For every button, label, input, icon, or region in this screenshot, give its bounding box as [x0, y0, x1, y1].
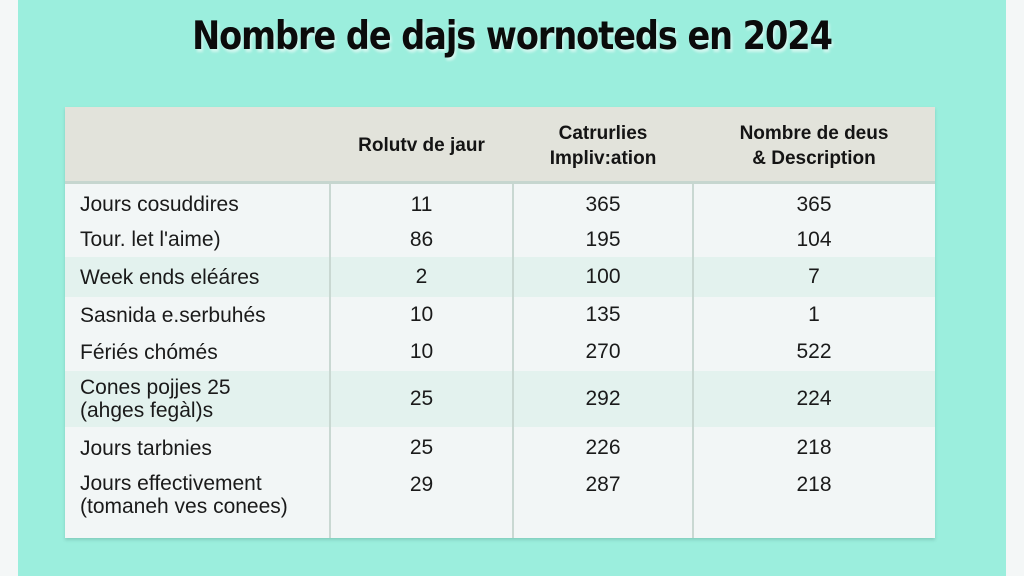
- row-label: Jours effectivement (tomaneh ves conees): [80, 472, 288, 518]
- cell-c3: 1: [808, 303, 820, 326]
- table-row: Jours tarbnies 25 226 218: [65, 429, 935, 467]
- cell-c2: 292: [585, 387, 621, 410]
- header-cell-label: [65, 107, 330, 184]
- row-label: Sasnida e.serbuhés: [80, 303, 266, 327]
- cell-c3: 224: [796, 387, 832, 410]
- table-row: Cones pojjes 25 (ahges fegàl)s 25 292 22…: [65, 371, 935, 427]
- table-row: Jours cosuddires 11 365 365: [65, 187, 935, 222]
- cell-c3: 218: [796, 473, 832, 496]
- table-header: Rolutv de jaur Catrurlies Impliv:ation N…: [65, 107, 935, 184]
- cell-c1: 25: [409, 387, 434, 410]
- data-table: Rolutv de jaur Catrurlies Impliv:ation N…: [65, 107, 935, 538]
- row-label: Jours cosuddires: [80, 193, 239, 216]
- row-label: Fériés chómés: [80, 340, 218, 364]
- header-cell-catrurlies: Catrurlies Impliv:ation: [513, 107, 693, 184]
- table-row: Jours effectivement (tomaneh ves conees)…: [65, 467, 935, 518]
- cell-c1: 29: [409, 473, 434, 496]
- page-title: Nombre de dajs wornoteds en 2024: [192, 14, 833, 59]
- cell-c3: 522: [796, 340, 832, 363]
- table-row: Sasnida e.serbuhés 10 135 1: [65, 297, 935, 333]
- background-panel: Nombre de dajs wornoteds en 2024 Rolutv …: [18, 0, 1006, 576]
- cell-c2: 287: [585, 473, 621, 496]
- cell-c2: 365: [585, 192, 621, 216]
- cell-c1: 10: [409, 340, 434, 363]
- header-text-line2: & Description: [752, 147, 876, 169]
- cell-c2: 195: [585, 227, 621, 251]
- column-divider: [692, 184, 694, 538]
- cell-c1: 11: [410, 192, 433, 216]
- header-text: Rolutv de jaur: [358, 135, 485, 156]
- cell-c3: 7: [808, 265, 820, 288]
- cell-c2: 270: [585, 340, 621, 363]
- table-row: Tour. let l'aime) 86 195 104: [65, 222, 935, 257]
- header-text-line1: Nombre de deus: [739, 122, 889, 144]
- header-cell-rolutv-de-jaur: Rolutv de jaur: [330, 107, 513, 184]
- column-divider: [329, 184, 331, 538]
- cell-c2: 226: [585, 436, 621, 459]
- table-row: Fériés chómés 10 270 522: [65, 333, 935, 371]
- table-row: Week ends eléáres 2 100 7: [65, 257, 935, 297]
- cell-c3: 104: [796, 227, 832, 251]
- cell-c1: 25: [409, 436, 434, 459]
- header-text-line1: Catrurlies: [558, 122, 648, 144]
- cell-c1: 86: [409, 227, 434, 251]
- cell-c3: 218: [796, 436, 832, 459]
- cell-c1: 10: [409, 303, 434, 326]
- row-label: Week ends eléáres: [80, 265, 260, 289]
- cell-c2: 100: [585, 265, 621, 288]
- row-label: Cones pojjes 25 (ahges fegàl)s: [80, 376, 231, 422]
- cell-c1: 2: [415, 265, 428, 288]
- cell-c3: 365: [796, 192, 832, 216]
- header-cell-nombre-de-deus: Nombre de deus & Description: [693, 107, 935, 184]
- row-label: Tour. let l'aime): [80, 228, 221, 251]
- cell-c2: 135: [585, 303, 621, 326]
- row-label: Jours tarbnies: [80, 436, 212, 460]
- header-text-line2: Impliv:ation: [549, 147, 657, 169]
- column-divider: [512, 184, 514, 538]
